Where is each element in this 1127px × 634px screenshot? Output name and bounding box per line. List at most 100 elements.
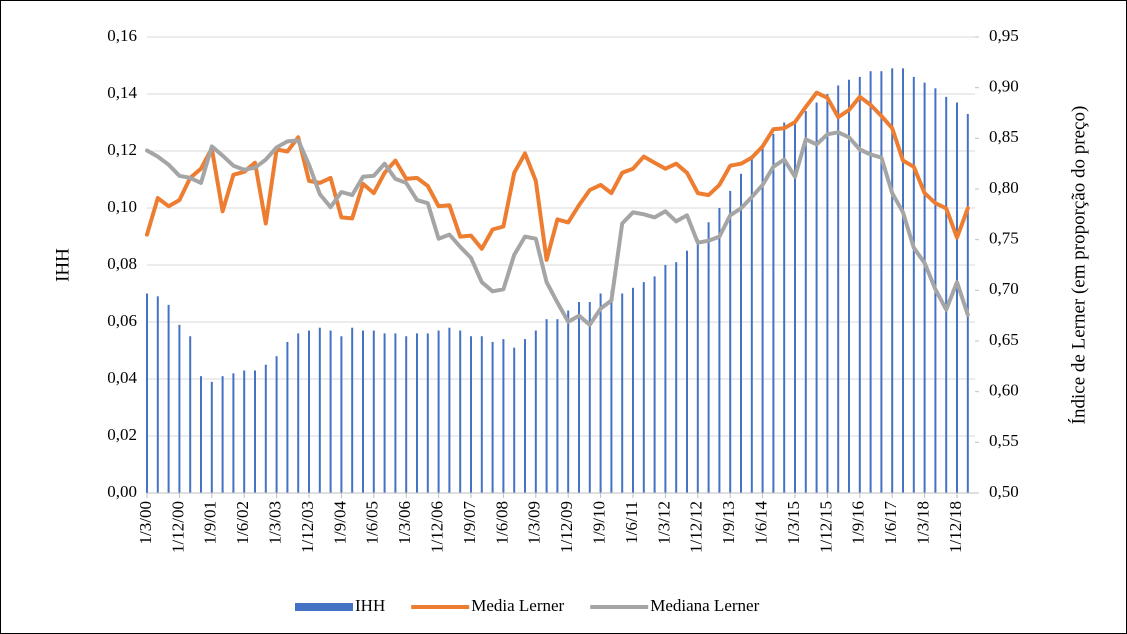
bar	[329, 330, 332, 493]
x-tick-label: 1/9/07	[460, 501, 479, 545]
bar	[923, 82, 926, 493]
bar	[200, 376, 202, 493]
legend-swatch	[295, 603, 353, 611]
x-tick-label: 1/6/11	[622, 501, 641, 544]
bar	[869, 71, 872, 493]
x-tick-label: 1/6/14	[752, 501, 771, 545]
x-tick-label: 1/6/17	[881, 501, 900, 545]
bar	[480, 336, 483, 493]
bar	[275, 356, 278, 493]
bar	[221, 376, 224, 493]
bar	[826, 94, 829, 493]
y2-tick-label: 0,95	[989, 26, 1019, 45]
bar	[372, 330, 375, 493]
bar	[167, 304, 170, 493]
bar	[848, 79, 850, 493]
bar	[772, 133, 775, 493]
bar	[599, 293, 602, 493]
y-tick-label: 0,04	[107, 368, 137, 387]
bar	[210, 381, 213, 493]
y2-axis-label: Índice de Lerner (em proporção do preço)	[1067, 106, 1089, 425]
y2-tick-label: 0,90	[989, 77, 1019, 96]
x-tick-label: 1/3/12	[654, 501, 673, 544]
x-tick-label: 1/9/10	[590, 501, 609, 544]
x-tick-label: 1/3/18	[914, 501, 933, 544]
bar	[750, 156, 753, 493]
bar	[642, 282, 645, 493]
y2-tick-label: 0,70	[989, 279, 1019, 298]
y2-tick-label: 0,50	[989, 482, 1019, 501]
bar	[470, 336, 472, 493]
bar	[405, 336, 408, 493]
bar	[632, 287, 634, 493]
x-tick-label: 1/12/18	[946, 501, 965, 553]
bar	[545, 319, 548, 493]
bar	[254, 370, 256, 493]
y2-tick-label: 0,65	[989, 330, 1019, 349]
x-tick-label: 1/9/13	[719, 501, 738, 544]
bar	[956, 102, 958, 494]
y-tick-label: 0,02	[107, 425, 137, 444]
line	[145, 130, 970, 327]
bar	[578, 302, 580, 493]
bar	[966, 113, 969, 493]
bar	[729, 190, 732, 493]
bar	[448, 327, 451, 493]
y-tick-label: 0,10	[107, 197, 137, 216]
bar	[534, 330, 537, 493]
x-tick-label: 1/6/05	[363, 501, 382, 544]
bar	[891, 68, 894, 493]
bar	[351, 327, 354, 493]
bar	[383, 333, 386, 493]
y2-tick-label: 0,80	[989, 178, 1019, 197]
bar	[718, 208, 721, 493]
bar	[804, 111, 807, 493]
bar	[232, 373, 235, 493]
bar	[524, 339, 526, 493]
x-tick-label: 1/3/06	[395, 501, 414, 544]
x-tick-label: 1/12/09	[557, 501, 576, 553]
bar	[146, 293, 148, 493]
bar	[318, 327, 321, 493]
bar	[761, 148, 764, 493]
x-tick-label: 1/12/03	[298, 501, 317, 553]
bar	[362, 330, 364, 493]
bar	[243, 370, 246, 493]
x-tick-label: 1/12/12	[687, 501, 706, 553]
x-tick-label: 1/6/02	[233, 501, 252, 544]
y2-tick-label: 0,60	[989, 381, 1019, 400]
y-tick-label: 0,00	[107, 482, 137, 501]
x-tick-label: 1/3/03	[266, 501, 285, 544]
bar	[308, 330, 310, 493]
bar	[416, 333, 418, 493]
x-tick-label: 1/3/09	[525, 501, 544, 544]
bar	[189, 336, 192, 493]
bar	[783, 122, 786, 493]
x-tick-label: 1/3/15	[784, 501, 803, 544]
bar	[621, 293, 624, 493]
y-axis-label: IHH	[52, 248, 73, 282]
bar	[491, 341, 494, 493]
y-tick-label: 0,06	[107, 311, 137, 330]
bar	[437, 330, 440, 493]
y-tick-label: 0,14	[107, 83, 137, 102]
x-tick-label: 1/6/08	[492, 501, 511, 544]
line	[145, 90, 970, 262]
bar	[740, 173, 742, 494]
y2-tick-label: 0,85	[989, 127, 1019, 146]
bar	[394, 333, 397, 493]
x-tick-label: 1/3/00	[136, 501, 155, 544]
bar	[426, 333, 429, 493]
bar	[567, 310, 570, 493]
legend-label: IHH	[355, 596, 385, 615]
bar	[610, 290, 613, 493]
bar	[588, 302, 591, 493]
bar	[297, 333, 300, 493]
bar	[707, 222, 710, 493]
bar	[513, 347, 516, 493]
bar	[880, 71, 883, 493]
bar	[340, 336, 343, 493]
bar	[156, 296, 159, 493]
legend-label: Mediana Lerner	[650, 596, 759, 615]
